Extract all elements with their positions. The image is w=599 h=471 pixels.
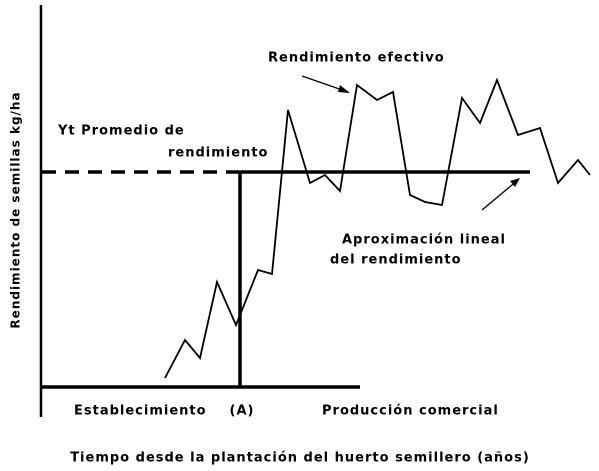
phase-label: (A)	[230, 404, 255, 419]
y-axis-label: Rendimiento de semillas kg/ha	[9, 91, 23, 328]
phase-label: Producción comercial	[322, 404, 499, 419]
annotation: rendimiento	[168, 146, 268, 161]
phase-label: Establecimiento	[74, 404, 207, 419]
annotation: Yt Promedio de	[57, 124, 185, 139]
arrow	[301, 75, 350, 93]
annotation: Aproximación lineal	[342, 233, 506, 248]
arrow	[481, 178, 520, 211]
legend-label: Rendimiento efectivo	[268, 51, 445, 66]
yield-line	[164, 77, 591, 379]
x-axis-label: Tiempo desde la plantación del huerto se…	[70, 451, 530, 466]
annotation: del rendimiento	[330, 253, 462, 268]
